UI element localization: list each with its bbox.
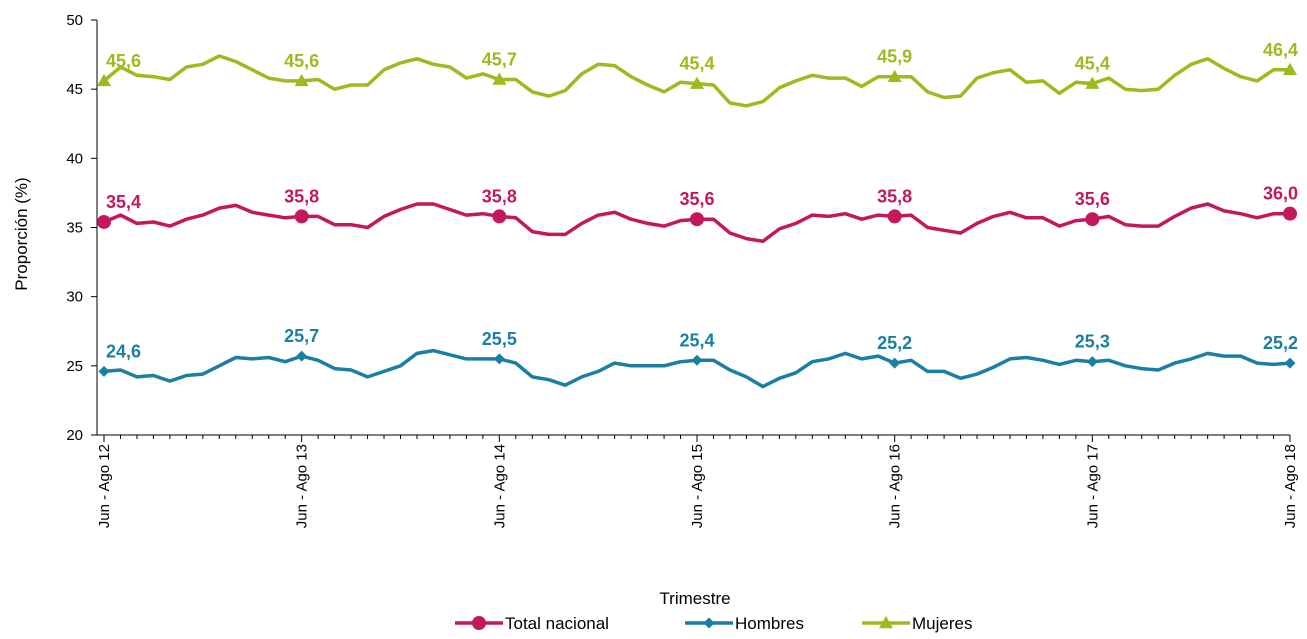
legend-marker-mujeres: [879, 616, 893, 629]
data-point-total-nacional: [1085, 212, 1100, 227]
data-label-hombres: 25,5: [482, 329, 517, 349]
data-point-hombres: [98, 365, 110, 377]
y-tick-label: 30: [66, 289, 83, 306]
data-point-total-nacional: [294, 209, 309, 224]
data-label-total-nacional: 35,4: [106, 192, 141, 212]
y-tick-label: 45: [66, 81, 83, 98]
data-label-mujeres: 46,4: [1263, 40, 1298, 60]
legend-label-mujeres: Mujeres: [912, 614, 972, 633]
y-tick-label: 20: [66, 427, 83, 444]
data-label-mujeres: 45,9: [877, 47, 912, 67]
data-point-hombres: [296, 350, 308, 362]
data-label-hombres: 25,3: [1075, 332, 1110, 352]
data-point-hombres: [1086, 356, 1098, 368]
data-label-hombres: 25,7: [284, 326, 319, 346]
y-tick-label: 25: [66, 358, 83, 375]
x-tick-label: Jun - Ago 14: [491, 444, 508, 528]
data-point-hombres: [691, 354, 703, 366]
x-axis-title: Trimestre: [659, 589, 730, 608]
legend-marker-hombres: [703, 617, 715, 629]
x-tick-label: Jun - Ago 15: [689, 444, 706, 528]
legend: Total nacional Hombres Mujeres: [455, 614, 972, 633]
data-point-mujeres: [690, 76, 704, 89]
data-label-mujeres: 45,6: [284, 51, 319, 71]
data-label-hombres: 25,2: [1263, 333, 1298, 353]
y-tick-label: 50: [66, 12, 83, 29]
series: [97, 54, 1297, 389]
y-ticks: 20 25 30 35 40 45 50: [66, 12, 97, 444]
x-tick-label: Jun - Ago 16: [887, 444, 904, 528]
data-point-mujeres: [887, 69, 902, 82]
x-ticks: Jun - Ago 12 Jun - Ago 13 Jun - Ago 14 Jun …: [96, 435, 1299, 528]
y-axis-title: Proporción (%): [12, 177, 31, 290]
data-label-total-nacional: 35,6: [1075, 189, 1110, 209]
data-label-hombres: 24,6: [106, 341, 141, 361]
data-point-mujeres: [294, 73, 309, 87]
legend-label-hombres: Hombres: [735, 614, 804, 633]
data-point-mujeres: [1283, 62, 1297, 76]
x-tick-label: Jun - Ago 18: [1282, 444, 1299, 528]
data-label-total-nacional: 35,8: [482, 186, 517, 206]
data-label-hombres: 25,4: [679, 330, 714, 350]
data-label-total-nacional: 35,8: [877, 186, 912, 206]
data-point-hombres: [889, 357, 901, 369]
data-label-mujeres: 45,7: [482, 49, 517, 69]
y-tick-label: 35: [66, 220, 83, 237]
data-point-total-nacional: [887, 209, 902, 224]
y-tick-label: 40: [66, 150, 83, 167]
x-tick-label: Jun - Ago 12: [96, 444, 113, 528]
data-point-total-nacional: [492, 209, 507, 224]
data-point-total-nacional: [97, 214, 111, 229]
data-point-mujeres: [1085, 76, 1100, 89]
data-label-mujeres: 45,4: [679, 54, 714, 74]
data-label-mujeres: 45,4: [1075, 54, 1110, 74]
data-point-hombres: [493, 353, 505, 365]
x-tick-label: Jun - Ago 13: [294, 444, 311, 528]
data-point-total-nacional: [690, 212, 704, 227]
data-point-mujeres: [492, 72, 507, 85]
legend-label-total-nacional: Total nacional: [505, 614, 609, 633]
legend-marker-total-nacional: [472, 616, 486, 630]
data-label-total-nacional: 35,6: [679, 189, 714, 209]
data-label-total-nacional: 35,8: [284, 186, 319, 206]
data-label-mujeres: 45,6: [106, 51, 141, 71]
data-label-total-nacional: 36,0: [1263, 184, 1298, 204]
data-point-hombres: [1284, 357, 1296, 369]
data-point-mujeres: [97, 73, 111, 87]
x-tick-label: Jun - Ago 17: [1084, 444, 1101, 528]
data-point-total-nacional: [1283, 206, 1297, 221]
data-labels: 35,4 35,8 35,8 35,6 35,8 35,6 36,0 24,6 25,7 25,5…: [106, 40, 1298, 362]
data-label-hombres: 25,2: [877, 333, 912, 353]
